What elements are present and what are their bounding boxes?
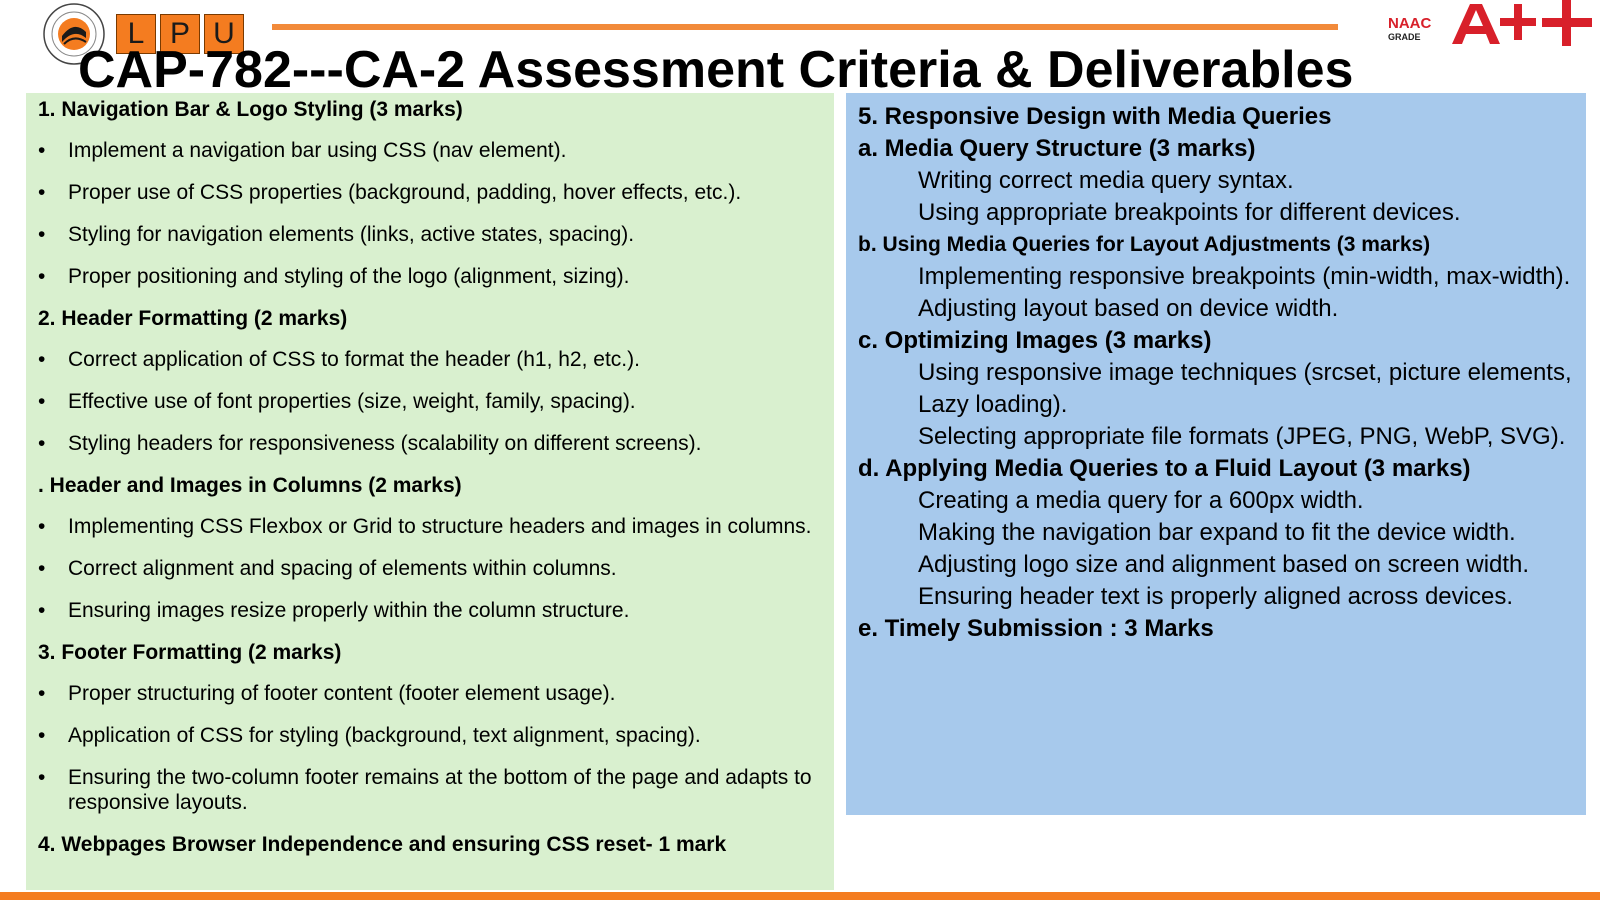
criteria-bullet: Styling headers for responsiveness (scal… <box>38 431 824 456</box>
subsection-heading: e. Timely Submission : 3 Marks <box>858 615 1214 642</box>
naac-label: NAAC <box>1388 15 1432 32</box>
criteria-bullet: Effective use of font properties (size, … <box>38 389 824 414</box>
page-title: CAP-782---CA-2 Assessment Criteria & Del… <box>78 41 1354 99</box>
criteria-line: Selecting appropriate file formats (JPEG… <box>918 423 1566 450</box>
subsection-heading: d. Applying Media Queries to a Fluid Lay… <box>858 455 1471 482</box>
grade-label: GRADE <box>1388 32 1421 42</box>
criteria-line: Ensuring header text is properly aligned… <box>918 583 1513 610</box>
criteria-bullet: Proper positioning and styling of the lo… <box>38 264 824 289</box>
footer-accent-bar <box>0 892 1600 900</box>
left-criteria-panel: 1. Navigation Bar & Logo Styling (3 mark… <box>26 93 834 890</box>
criteria-line: Making the navigation bar expand to fit … <box>918 519 1516 546</box>
lpu-letter: L <box>116 14 156 54</box>
subsection-heading: b. Using Media Queries for Layout Adjust… <box>858 233 1431 256</box>
section-heading: . Header and Images in Columns (2 marks) <box>38 474 462 497</box>
subsection-heading: c. Optimizing Images (3 marks) <box>858 327 1212 354</box>
criteria-bullet: Ensuring images resize properly within t… <box>38 598 824 623</box>
criteria-bullet: Implementing CSS Flexbox or Grid to stru… <box>38 514 824 539</box>
criteria-line: Creating a media query for a 600px width… <box>918 487 1364 514</box>
header-divider <box>272 24 1338 30</box>
section-heading: 2. Header Formatting (2 marks) <box>38 307 348 330</box>
right-panel-title: 5. Responsive Design with Media Queries <box>858 103 1332 130</box>
lpu-letter: U <box>204 14 244 54</box>
section-heading: 4. Webpages Browser Independence and ens… <box>38 833 727 856</box>
section-heading: 1. Navigation Bar & Logo Styling (3 mark… <box>38 98 463 121</box>
criteria-line: Writing correct media query syntax. <box>918 167 1294 194</box>
criteria-bullet: Proper use of CSS properties (background… <box>38 180 824 205</box>
criteria-line: Using responsive image techniques (srcse… <box>918 359 1572 418</box>
university-seal-logo <box>43 3 105 65</box>
criteria-bullet: Proper structuring of footer content (fo… <box>38 681 824 706</box>
criteria-bullet: Application of CSS for styling (backgrou… <box>38 723 824 748</box>
criteria-bullet: Ensuring the two-column footer remains a… <box>38 765 824 815</box>
criteria-bullet: Correct application of CSS to format the… <box>38 347 824 372</box>
lpu-letter: P <box>160 14 200 54</box>
section-heading: 3. Footer Formatting (2 marks) <box>38 641 342 664</box>
criteria-bullet: Correct alignment and spacing of element… <box>38 556 824 581</box>
criteria-line: Adjusting logo size and alignment based … <box>918 551 1530 578</box>
subsection-heading: a. Media Query Structure (3 marks) <box>858 135 1256 162</box>
criteria-line: Implementing responsive breakpoints (min… <box>918 263 1571 290</box>
criteria-line: Adjusting layout based on device width. <box>918 295 1339 322</box>
grade-aplusplus-logo <box>1452 0 1592 46</box>
right-criteria-panel: 5. Responsive Design with Media Queries … <box>846 93 1586 815</box>
lpu-logo: L P U <box>116 14 244 54</box>
criteria-line: Using appropriate breakpoints for differ… <box>918 199 1461 226</box>
criteria-bullet: Styling for navigation elements (links, … <box>38 222 824 247</box>
criteria-bullet: Implement a navigation bar using CSS (na… <box>38 138 824 163</box>
